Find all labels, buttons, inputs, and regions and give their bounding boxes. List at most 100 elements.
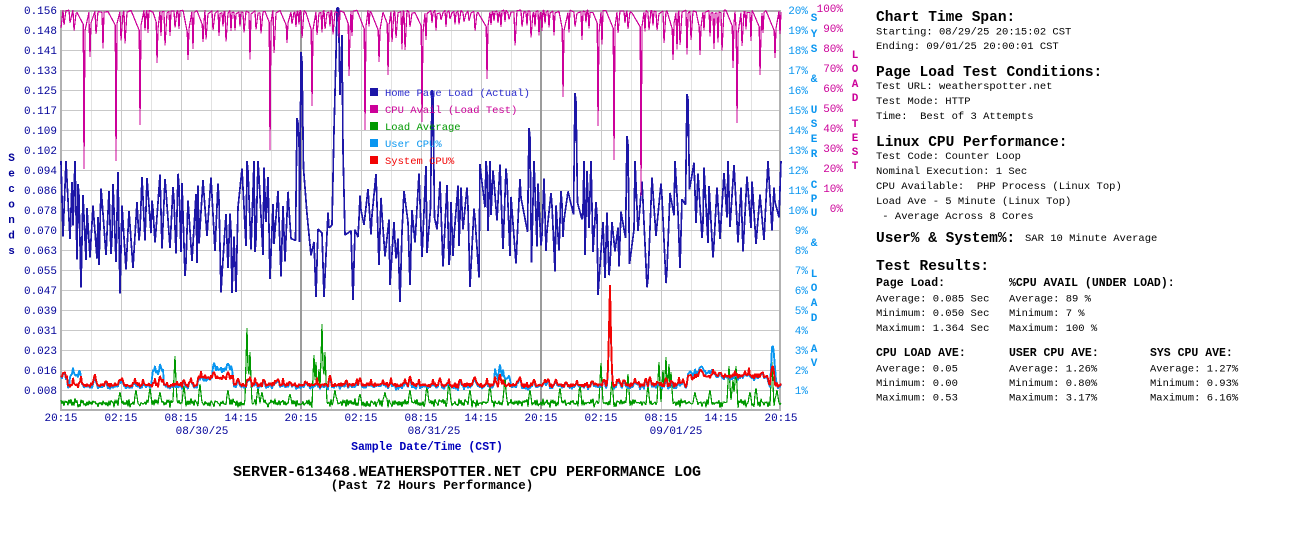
svg-text:14:15: 14:15 [464, 413, 497, 425]
svg-text:- Average Across 8 Cores: - Average Across 8 Cores [876, 211, 1034, 223]
svg-text:09/01/25: 09/01/25 [650, 426, 703, 438]
svg-text:11%: 11% [788, 186, 808, 198]
svg-text:0.094: 0.094 [24, 166, 57, 178]
svg-text:V: V [811, 358, 818, 370]
svg-text:U: U [811, 105, 818, 117]
svg-text:Maximum: 6.16%: Maximum: 6.16% [1150, 392, 1239, 404]
svg-text:0.125: 0.125 [24, 86, 57, 98]
svg-text:Maximum: 100 %: Maximum: 100 % [1009, 323, 1098, 335]
svg-text:30%: 30% [823, 144, 843, 156]
svg-text:Nominal Execution: 1 Sec: Nominal Execution: 1 Sec [876, 166, 1027, 178]
svg-text:Y: Y [811, 29, 818, 41]
svg-text:O: O [852, 64, 859, 76]
svg-text:o: o [8, 200, 15, 212]
svg-text:SYS CPU AVE:: SYS CPU AVE: [1150, 347, 1233, 360]
svg-text:0.063: 0.063 [24, 246, 57, 258]
svg-text:19%: 19% [788, 26, 808, 38]
svg-text:16%: 16% [788, 86, 808, 98]
svg-text:0.133: 0.133 [24, 66, 57, 78]
svg-text:E: E [852, 133, 859, 145]
svg-text:S: S [811, 119, 818, 131]
svg-text:S: S [811, 13, 818, 25]
svg-text:20:15: 20:15 [44, 413, 77, 425]
svg-text:60%: 60% [823, 84, 843, 96]
svg-text:d: d [8, 231, 15, 243]
svg-text:Average: 1.27%: Average: 1.27% [1150, 364, 1239, 376]
svg-text:10%: 10% [788, 206, 808, 218]
svg-text:CPU Avail (Load Test): CPU Avail (Load Test) [385, 105, 517, 117]
svg-text:USER CPU AVE:: USER CPU AVE: [1009, 347, 1099, 360]
svg-text:Linux CPU Performance:: Linux CPU Performance: [876, 135, 1067, 151]
svg-text:0.148: 0.148 [24, 26, 57, 38]
svg-text:0.109: 0.109 [24, 126, 57, 138]
svg-text:20%: 20% [823, 164, 843, 176]
svg-text:Average: 89 %: Average: 89 % [1009, 294, 1092, 306]
svg-text:1%: 1% [795, 386, 809, 398]
svg-text:Sample Date/Time (CST): Sample Date/Time (CST) [351, 441, 503, 454]
svg-text:14%: 14% [788, 126, 808, 138]
svg-text:0.016: 0.016 [24, 366, 57, 378]
svg-text:Average: 0.085 Sec: Average: 0.085 Sec [876, 294, 989, 306]
svg-text:CPU Available: PHP Process (L: CPU Available: PHP Process (Linux Top) [876, 181, 1122, 193]
svg-text:User CPU%: User CPU% [385, 139, 442, 151]
svg-text:Maximum: 1.364 Sec: Maximum: 1.364 Sec [876, 323, 989, 335]
svg-text:20:15: 20:15 [284, 413, 317, 425]
svg-text:Test Results:: Test Results: [876, 259, 989, 275]
svg-text:Page Load:: Page Load: [876, 277, 945, 290]
svg-text:6%: 6% [795, 286, 809, 298]
svg-text:P: P [811, 194, 818, 206]
svg-text:0.023: 0.023 [24, 346, 57, 358]
svg-text:S: S [852, 147, 859, 159]
svg-text:15%: 15% [788, 106, 808, 118]
svg-text:9%: 9% [795, 226, 809, 238]
svg-text:Test Mode: HTTP: Test Mode: HTTP [876, 96, 971, 108]
svg-text:08:15: 08:15 [644, 413, 677, 425]
svg-text:08/31/25: 08/31/25 [408, 426, 461, 438]
svg-text:14:15: 14:15 [704, 413, 737, 425]
svg-text:14:15: 14:15 [224, 413, 257, 425]
svg-text:50%: 50% [823, 104, 843, 116]
svg-text:0.086: 0.086 [24, 186, 57, 198]
svg-text:100%: 100% [817, 4, 844, 16]
svg-text:0.008: 0.008 [24, 386, 57, 398]
svg-text:08:15: 08:15 [404, 413, 437, 425]
svg-text:0.039: 0.039 [24, 306, 57, 318]
svg-text:17%: 17% [788, 66, 808, 78]
svg-text:Starting: 08/29/25 20:15:02 CS: Starting: 08/29/25 20:15:02 CST [876, 27, 1071, 39]
svg-text:3%: 3% [795, 346, 809, 358]
svg-text:Average: 1.26%: Average: 1.26% [1009, 364, 1098, 376]
svg-text:D: D [811, 313, 818, 325]
svg-text:7%: 7% [795, 266, 809, 278]
svg-text:0.055: 0.055 [24, 266, 57, 278]
svg-text:Average: 0.05: Average: 0.05 [876, 364, 958, 376]
svg-text:40%: 40% [823, 124, 843, 136]
svg-text:L: L [852, 50, 859, 62]
svg-text:Maximum: 3.17%: Maximum: 3.17% [1009, 392, 1098, 404]
svg-text:0.031: 0.031 [24, 326, 57, 338]
svg-text:S: S [8, 153, 15, 165]
svg-text:70%: 70% [823, 64, 843, 76]
svg-text:SERVER-613468.WEATHERSPOTTER.N: SERVER-613468.WEATHERSPOTTER.NET CPU PER… [233, 464, 701, 481]
svg-text:Load Average: Load Average [385, 122, 461, 134]
svg-text:02:15: 02:15 [104, 413, 137, 425]
svg-text:Ending: 09/01/25 20:00:01 CST: Ending: 09/01/25 20:00:01 CST [876, 41, 1059, 53]
svg-text:Minimum: 7 %: Minimum: 7 % [1009, 308, 1085, 320]
svg-text:Page Load Test Conditions:: Page Load Test Conditions: [876, 65, 1102, 81]
svg-text:Test URL: weatherspotter.net: Test URL: weatherspotter.net [876, 81, 1052, 93]
svg-text:s: s [8, 246, 15, 258]
svg-text:4%: 4% [795, 326, 809, 338]
svg-text:Home Page Load (Actual): Home Page Load (Actual) [385, 88, 530, 100]
svg-text:12%: 12% [788, 166, 808, 178]
svg-text:0.070: 0.070 [24, 226, 57, 238]
svg-text:Chart Time Span:: Chart Time Span: [876, 10, 1015, 26]
svg-text:10%: 10% [823, 184, 843, 196]
svg-text:0.102: 0.102 [24, 146, 57, 158]
svg-text:D: D [852, 93, 859, 105]
svg-text:8%: 8% [795, 246, 809, 258]
svg-text:Load Ave - 5 Minute (Linux Top: Load Ave - 5 Minute (Linux Top) [876, 196, 1071, 208]
svg-text:n: n [8, 215, 15, 227]
svg-text:SAR 10 Minute Average: SAR 10 Minute Average [1025, 233, 1157, 245]
svg-text:13%: 13% [788, 146, 808, 158]
svg-text:5%: 5% [795, 306, 809, 318]
svg-text:0.156: 0.156 [24, 6, 57, 18]
